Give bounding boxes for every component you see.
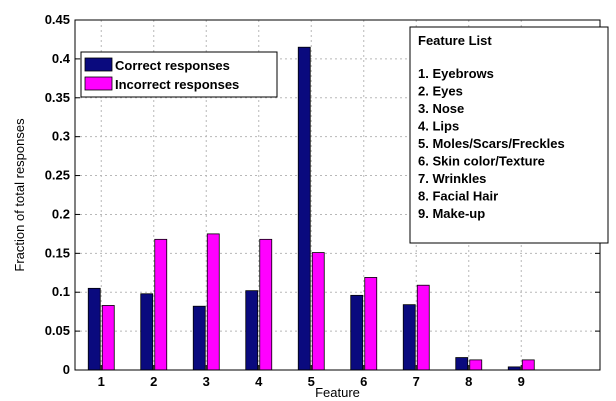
legend-label-incorrect: Incorrect responses (115, 77, 239, 92)
feature-list-box: Feature List 1. Eyebrows 2. Eyes 3. Nose… (409, 26, 609, 244)
y-tick-label: 0.45 (45, 12, 70, 27)
y-tick-label: 0.1 (52, 284, 70, 299)
y-tick-label: 0.15 (45, 245, 70, 260)
feature-list-item: 9. Make-up (418, 206, 485, 221)
bar-correct (192, 305, 206, 371)
feature-list-title: Feature List (418, 33, 492, 48)
y-tick-label: 0.4 (52, 51, 71, 66)
feature-list-item: 5. Moles/Scars/Freckles (418, 136, 565, 151)
x-tick-label: 9 (518, 374, 525, 389)
legend-box (80, 51, 278, 98)
y-tick-label: 0.35 (45, 90, 70, 105)
y-tick-label: 0 (63, 362, 70, 377)
bar-incorrect (521, 359, 535, 371)
y-tick-label: 0.25 (45, 168, 70, 183)
legend-swatch-correct (84, 57, 113, 72)
bar-correct (297, 46, 311, 371)
feature-list-item: 4. Lips (418, 119, 459, 134)
x-tick-label: 7 (413, 374, 420, 389)
bar-incorrect (469, 359, 483, 371)
x-tick-label: 6 (360, 374, 367, 389)
bar-incorrect (416, 284, 430, 371)
bars (87, 46, 535, 371)
bar-correct (402, 304, 416, 371)
bar-incorrect (259, 238, 273, 371)
bar-correct (245, 290, 259, 371)
feature-list-item: 1. Eyebrows (418, 66, 494, 81)
x-tick-label: 4 (255, 374, 263, 389)
y-axis-label: Fraction of total responses (12, 118, 27, 272)
feature-list-item: 3. Nose (418, 101, 464, 116)
feature-list-border (409, 26, 609, 244)
bar-correct (350, 294, 364, 371)
bar-incorrect (311, 252, 325, 371)
legend-label-correct: Correct responses (115, 58, 230, 73)
bar-correct (140, 293, 154, 371)
bar-correct (87, 287, 101, 371)
bar-correct (455, 357, 469, 371)
feature-list-item: 7. Wrinkles (418, 171, 486, 186)
x-tick-label: 3 (203, 374, 210, 389)
feature-list-item: 6. Skin color/Texture (418, 154, 545, 169)
x-axis-label: Feature (315, 385, 360, 400)
legend-swatch-incorrect (84, 76, 113, 91)
x-tick-label: 5 (308, 374, 315, 389)
bar-incorrect (206, 233, 220, 371)
feature-list-item: 2. Eyes (418, 84, 463, 99)
y-tick-label: 0.05 (45, 323, 70, 338)
x-tick-label: 1 (98, 374, 105, 389)
x-tick-label: 8 (465, 374, 472, 389)
x-tick-label: 2 (150, 374, 157, 389)
y-tick-label: 0.2 (52, 206, 70, 221)
bar-incorrect (364, 277, 378, 371)
y-tick-label: 0.3 (52, 129, 70, 144)
axis-ticks: 0 0.05 0.1 0.15 0.2 0.25 0.3 0.35 0.4 0.45 1 2 3 4 5 6 7… (45, 12, 600, 389)
feature-list-item: 8. Facial Hair (418, 189, 498, 204)
bar-incorrect (154, 238, 168, 371)
legend: Correct responses Incorrect responses (80, 51, 278, 98)
bar-incorrect (101, 305, 115, 371)
